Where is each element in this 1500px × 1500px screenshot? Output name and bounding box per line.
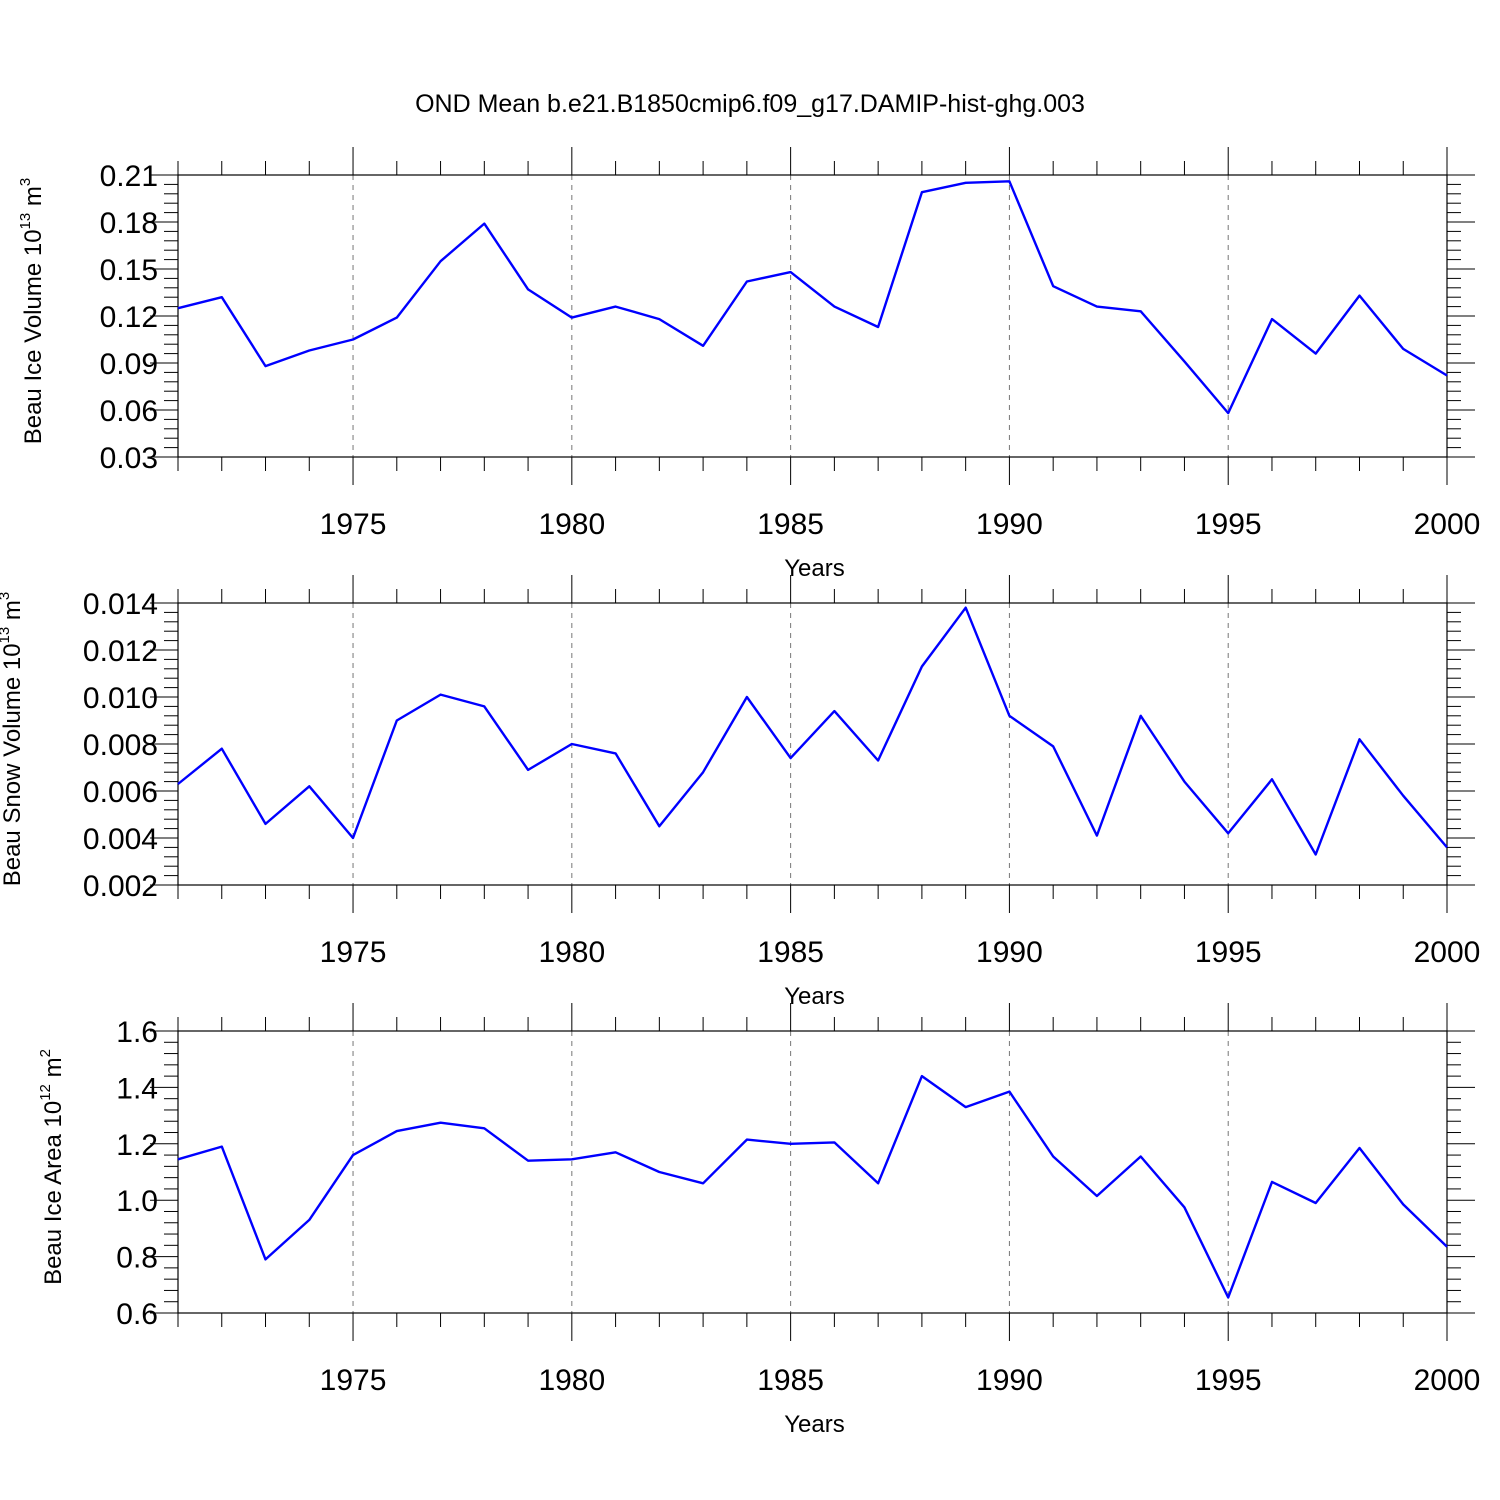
x-tick-label: 1980 — [538, 508, 605, 541]
x-axis-title: Years — [784, 555, 845, 582]
x-tick-label: 2000 — [1414, 1364, 1481, 1397]
y-tick-label: 0.12 — [100, 301, 158, 334]
y-tick-label: 0.002 — [83, 870, 158, 903]
x-tick-label: 1980 — [538, 1364, 605, 1397]
y-tick-label: 0.18 — [100, 207, 158, 240]
x-tick-label: 1995 — [1195, 508, 1262, 541]
series-line-ice-area — [177, 1074, 1448, 1299]
y-tick-label: 0.8 — [116, 1242, 158, 1275]
x-tick-label: 1990 — [976, 1364, 1043, 1397]
panel-ice-volume: 0.03 0.06 0.09 0.12 0.15 0.18 0.21 1975 1980 1985… — [17, 147, 1480, 582]
y-tick-label: 0.008 — [83, 729, 158, 762]
x-tick-label: 1995 — [1195, 1364, 1262, 1397]
y-tick-label: 1.6 — [116, 1016, 158, 1049]
plot-frame — [177, 1030, 1448, 1314]
x-tick-label: 2000 — [1414, 936, 1481, 969]
y-tick-label: 0.006 — [83, 776, 158, 809]
y-tick-label: 0.21 — [100, 160, 158, 193]
x-tick-label: 1975 — [320, 508, 387, 541]
y-tick-label: 0.010 — [83, 682, 158, 715]
y-tick-label: 0.012 — [83, 635, 158, 668]
y-tick-label: 0.06 — [100, 395, 158, 428]
y-tick-label: 0.15 — [100, 254, 158, 287]
x-tick-label: 1990 — [976, 936, 1043, 969]
x-tick-label: 1975 — [320, 936, 387, 969]
figure-title: OND Mean b.e21.B1850cmip6.f09_g17.DAMIP-… — [415, 90, 1085, 118]
x-axis-title: Years — [784, 983, 845, 1010]
y-tick-label: 1.4 — [116, 1072, 158, 1105]
y-tick-label: 0.014 — [83, 588, 158, 621]
y-axis-title: Beau Ice Area 1012 m2 — [37, 1049, 67, 1285]
y-tick-label: 1.2 — [116, 1129, 158, 1162]
y-axis-title: Beau Snow Volume 1013 m3 — [0, 592, 26, 887]
x-tick-label: 1990 — [976, 508, 1043, 541]
x-tick-label: 1985 — [757, 508, 824, 541]
series-line-ice-volume — [177, 180, 1448, 415]
series-line-snow-volume — [177, 606, 1448, 856]
y-axis-title: Beau Ice Volume 1013 m3 — [17, 178, 47, 445]
x-axis-title: Years — [784, 1411, 845, 1438]
x-tick-label: 1980 — [538, 936, 605, 969]
y-tick-label: 0.09 — [100, 348, 158, 381]
panel-snow-volume: 0.002 0.004 0.006 0.008 0.010 0.012 0.014 1975 1… — [0, 575, 1480, 1010]
y-tick-label: 0.004 — [83, 823, 158, 856]
x-tick-label: 1985 — [757, 1364, 824, 1397]
x-tick-label: 1995 — [1195, 936, 1262, 969]
y-tick-label: 0.03 — [100, 442, 158, 475]
y-tick-label: 0.6 — [116, 1298, 158, 1331]
y-tick-label: 1.0 — [116, 1185, 158, 1218]
panel-ice-area: 0.6 0.8 1.0 1.2 1.4 1.6 1975 1980 1985 1990 1995 20… — [37, 1003, 1480, 1438]
x-tick-label: 1975 — [320, 1364, 387, 1397]
x-tick-label: 1985 — [757, 936, 824, 969]
x-tick-label: 2000 — [1414, 508, 1481, 541]
